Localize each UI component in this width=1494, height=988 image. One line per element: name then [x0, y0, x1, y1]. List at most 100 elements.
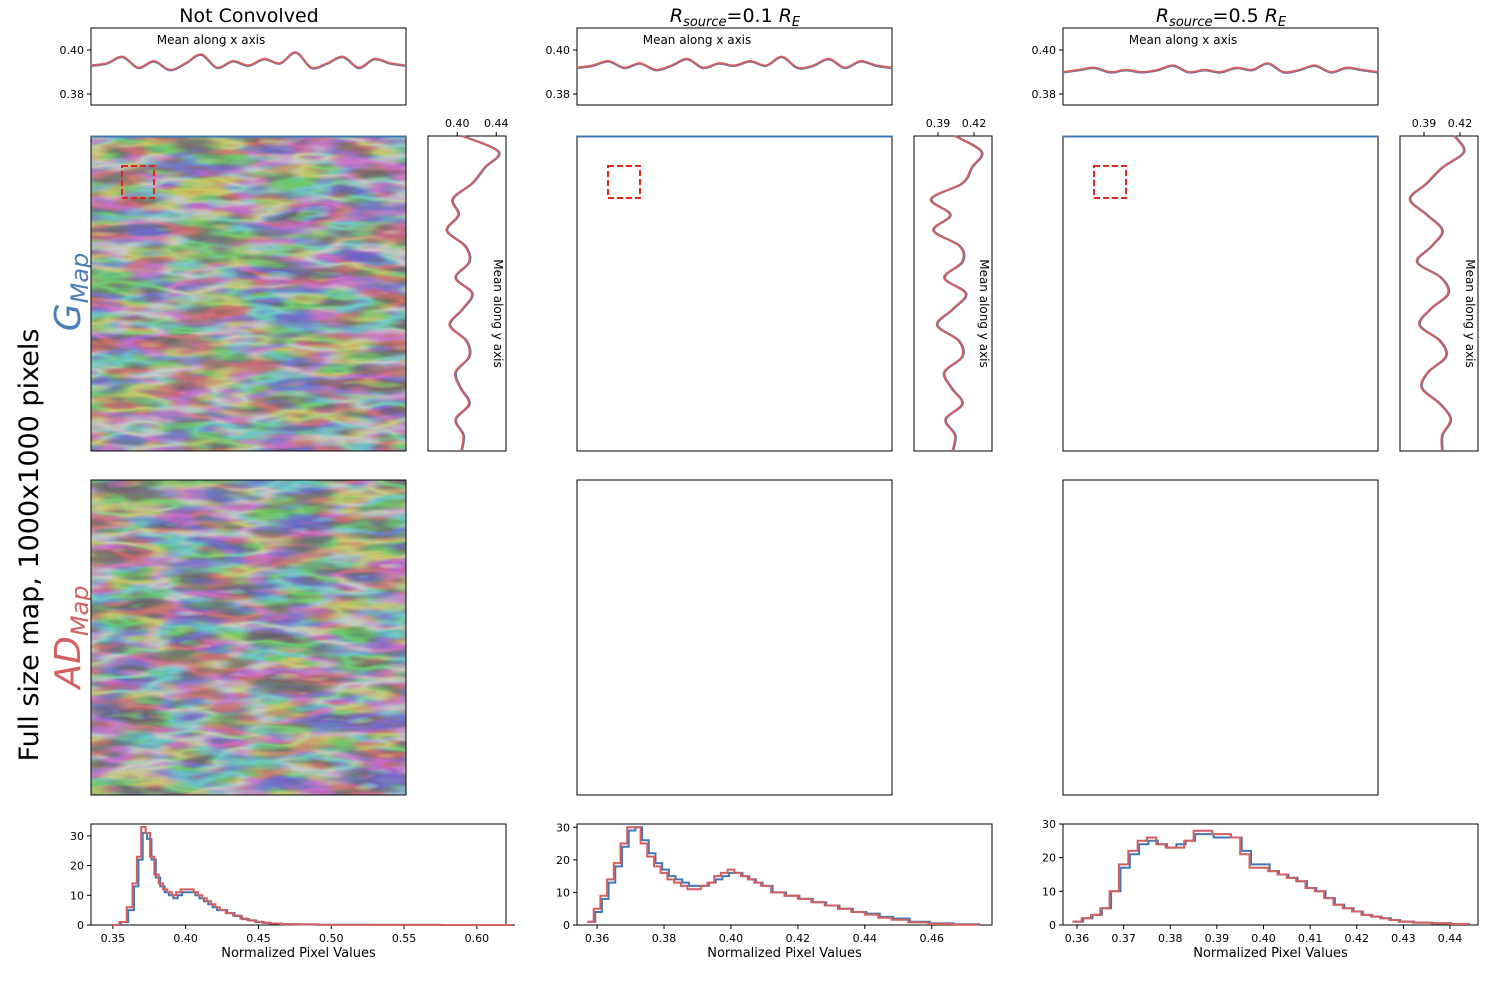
y-profile-xtick-label: 0.42: [1448, 117, 1473, 130]
histogram-frame: [1062, 823, 1479, 926]
title-r2: R: [1265, 5, 1278, 27]
g-map-background: [577, 136, 892, 451]
histogram-xtick-label: 0.50: [319, 932, 344, 945]
histogram-xtick-label: 0.41: [1298, 932, 1323, 945]
title-r: R: [670, 5, 683, 27]
histogram-xtick-label: 0.42: [786, 932, 811, 945]
histogram-ytick-label: 20: [1042, 852, 1056, 865]
histogram-xtick-label: 0.40: [719, 932, 744, 945]
histogram-ad-step: [112, 826, 514, 926]
histogram-ytick-label: 30: [70, 830, 84, 843]
histogram-frame: [576, 823, 993, 926]
g-map-zoom-region-box: [121, 165, 155, 199]
x-profile-ytick-label: 0.38: [546, 88, 571, 101]
y-profile-frame: [1399, 135, 1479, 452]
histogram-ytick-label: 10: [556, 886, 570, 899]
histogram-ytick-label: 20: [556, 854, 570, 867]
ad-map-frame: [1062, 479, 1379, 796]
column-title: Rsource=0.5 RE: [1156, 5, 1287, 30]
y-profile-panel: 0.40 0.44 Mean along y axis: [427, 117, 509, 452]
histogram-xtick-label: 0.44: [853, 932, 878, 945]
histogram-xtick-label: 0.46: [920, 932, 945, 945]
ad-map-texture: [1063, 480, 1378, 795]
g-map-zoom-region-box: [607, 165, 641, 199]
histogram-ad-step: [587, 826, 979, 926]
title-r2: R: [779, 5, 792, 27]
g-map-background: [1063, 136, 1378, 451]
histogram-xtick-label: 0.45: [246, 932, 271, 945]
title-sub2: E: [792, 15, 801, 30]
x-profile-ytick-label: 0.40: [60, 44, 85, 57]
x-profile-title: Mean along x axis: [1129, 33, 1238, 47]
x-profile-frame: [1062, 27, 1379, 106]
histogram-panel: 0.36 0.37 0.38 0.39 0.40 0.41 0.42 0.43 0.44 0 10 2…: [1042, 818, 1479, 961]
row-label-ad-sub: Map: [66, 585, 94, 636]
y-profile-panel: 0.39 0.42 Mean along y axis: [1399, 117, 1479, 452]
histogram-xtick-label: 0.42: [1345, 932, 1370, 945]
x-profile-panel: Mean along x axis 0.38 0.40: [1032, 27, 1379, 106]
ad-map-frame: [576, 479, 893, 796]
row-label-g-sub: Map: [66, 253, 94, 304]
histogram-ytick-label: 30: [556, 821, 570, 834]
g-map-texture: [577, 136, 892, 451]
x-profile-title: Mean along x axis: [643, 33, 752, 47]
histogram-frame: [90, 823, 507, 926]
x-profile-ad-line: [90, 51, 407, 71]
x-profile-ad-line: [1062, 62, 1379, 74]
x-profile-ytick-label: 0.40: [1032, 44, 1057, 57]
g-map-frame: [576, 135, 893, 452]
histogram-xtick-label: 0.36: [1065, 932, 1090, 945]
histogram-panel: 0.35 0.40 0.45 0.50 0.55 0.60 0 10 20 30 Normalize…: [70, 823, 515, 961]
histogram-xtick-label: 0.37: [1111, 932, 1136, 945]
x-profile-panel: Mean along x axis 0.38 0.40: [546, 27, 893, 106]
title-sub: source: [1169, 15, 1212, 30]
title-eq: =0.5: [1213, 5, 1265, 27]
histogram-xlabel: Normalized Pixel Values: [707, 946, 862, 961]
y-profile-title: Mean along y axis: [1463, 259, 1477, 368]
g-map-texture: [1063, 136, 1378, 451]
row-label-g: GMap: [48, 253, 94, 332]
y-profile-title: Mean along y axis: [977, 259, 991, 368]
x-profile-ytick-label: 0.38: [1032, 88, 1057, 101]
g-map-image: [577, 136, 892, 451]
histogram-xtick-label: 0.60: [465, 932, 490, 945]
histogram-ytick-label: 0: [77, 919, 84, 932]
g-map-image: [91, 136, 406, 451]
y-profile-xtick-label: 0.42: [962, 117, 987, 130]
row-label-ad: ADMap: [48, 585, 94, 690]
g-map-image: [1063, 136, 1378, 451]
y-profile-xtick-label: 0.44: [484, 117, 509, 130]
ad-map-background: [1063, 480, 1378, 795]
ad-map-texture: [577, 480, 892, 795]
y-profile-ad-line: [445, 135, 500, 452]
y-profile-xtick-label: 0.39: [926, 117, 951, 130]
column-rsource-0-1: Rsource=0.1 RE Mean along x axis 0.38 0.40 0…: [546, 5, 993, 961]
histogram-panel: 0.36 0.38 0.40 0.42 0.44 0.46 0 10 20 30 Normalize…: [556, 821, 993, 961]
ad-map-image: [91, 480, 406, 795]
ad-map-background: [577, 480, 892, 795]
histogram-xtick-label: 0.39: [1205, 932, 1230, 945]
histogram-xtick-label: 0.35: [101, 932, 126, 945]
histogram-xtick-label: 0.55: [392, 932, 417, 945]
column-title: Rsource=0.1 RE: [670, 5, 801, 30]
y-profile-ad-line: [929, 135, 983, 452]
title-r: R: [1156, 5, 1169, 27]
row-label-ad-main: AD: [48, 636, 89, 690]
histogram-xtick-label: 0.43: [1391, 932, 1416, 945]
x-profile-ytick-label: 0.40: [546, 44, 571, 57]
y-profile-xtick-label: 0.39: [1412, 117, 1437, 130]
ad-map-texture: [91, 480, 406, 795]
histogram-xtick-label: 0.40: [173, 932, 198, 945]
row-label-g-main: G: [48, 303, 89, 331]
histogram-ytick-label: 10: [70, 889, 84, 902]
y-profile-panel: 0.39 0.42 Mean along y axis: [913, 117, 993, 452]
histogram-ytick-label: 10: [1042, 885, 1056, 898]
x-profile-ad-line: [576, 55, 893, 71]
ad-map-frame: [90, 479, 407, 796]
histogram-ad-step: [1072, 829, 1469, 925]
histogram-ytick-label: 20: [70, 860, 84, 873]
histogram-xtick-label: 0.38: [652, 932, 677, 945]
histogram-xtick-label: 0.38: [1158, 932, 1183, 945]
